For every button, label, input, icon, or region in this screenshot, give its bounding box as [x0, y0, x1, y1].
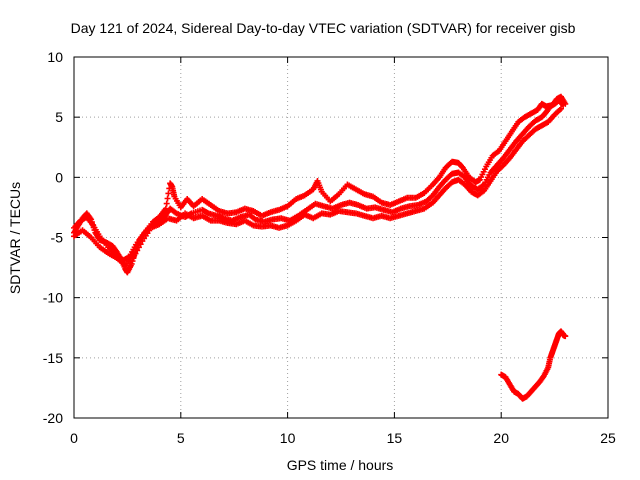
- series-late-segment: [498, 328, 569, 402]
- x-tick-label: 15: [387, 430, 403, 446]
- y-tick-label: -5: [51, 230, 64, 246]
- data-point: [558, 105, 565, 112]
- y-tick-label: -15: [43, 350, 63, 366]
- y-tick-label: 10: [47, 49, 63, 65]
- data-point: [164, 195, 171, 202]
- data-point: [134, 247, 141, 254]
- y-tick-label: -10: [43, 290, 63, 306]
- y-tick-label: -20: [43, 410, 63, 426]
- data-point: [162, 205, 169, 212]
- x-axis-title: GPS time / hours: [287, 457, 394, 473]
- y-tick-label: 5: [55, 109, 63, 125]
- x-tick-label: 20: [493, 430, 509, 446]
- data-point: [130, 253, 137, 260]
- x-tick-label: 0: [70, 430, 78, 446]
- data-point: [562, 333, 569, 340]
- x-tick-label: 10: [280, 430, 296, 446]
- axis-ticks: [73, 56, 609, 419]
- x-tick-labels: 0 5 10 15 20 25: [70, 430, 616, 446]
- y-tick-labels: -20 -15 -10 -5 0 5 10: [43, 49, 63, 426]
- y-axis-title: SDTVAR / TECUs: [7, 182, 23, 294]
- x-tick-label: 5: [177, 430, 185, 446]
- data-point: [562, 100, 569, 107]
- series-upper-trace: [71, 93, 569, 264]
- grid: [74, 57, 608, 418]
- data-point: [163, 200, 170, 207]
- x-tick-label: 25: [600, 430, 616, 446]
- data-point: [132, 250, 139, 257]
- chart-title: Day 121 of 2024, Sidereal Day-to-day VTE…: [71, 20, 576, 36]
- data-point: [135, 244, 142, 251]
- data-point: [165, 190, 172, 197]
- y-tick-label: 0: [55, 169, 63, 185]
- series-lower-trace: [71, 105, 565, 269]
- data-points: [71, 93, 569, 402]
- data-point: [137, 241, 144, 248]
